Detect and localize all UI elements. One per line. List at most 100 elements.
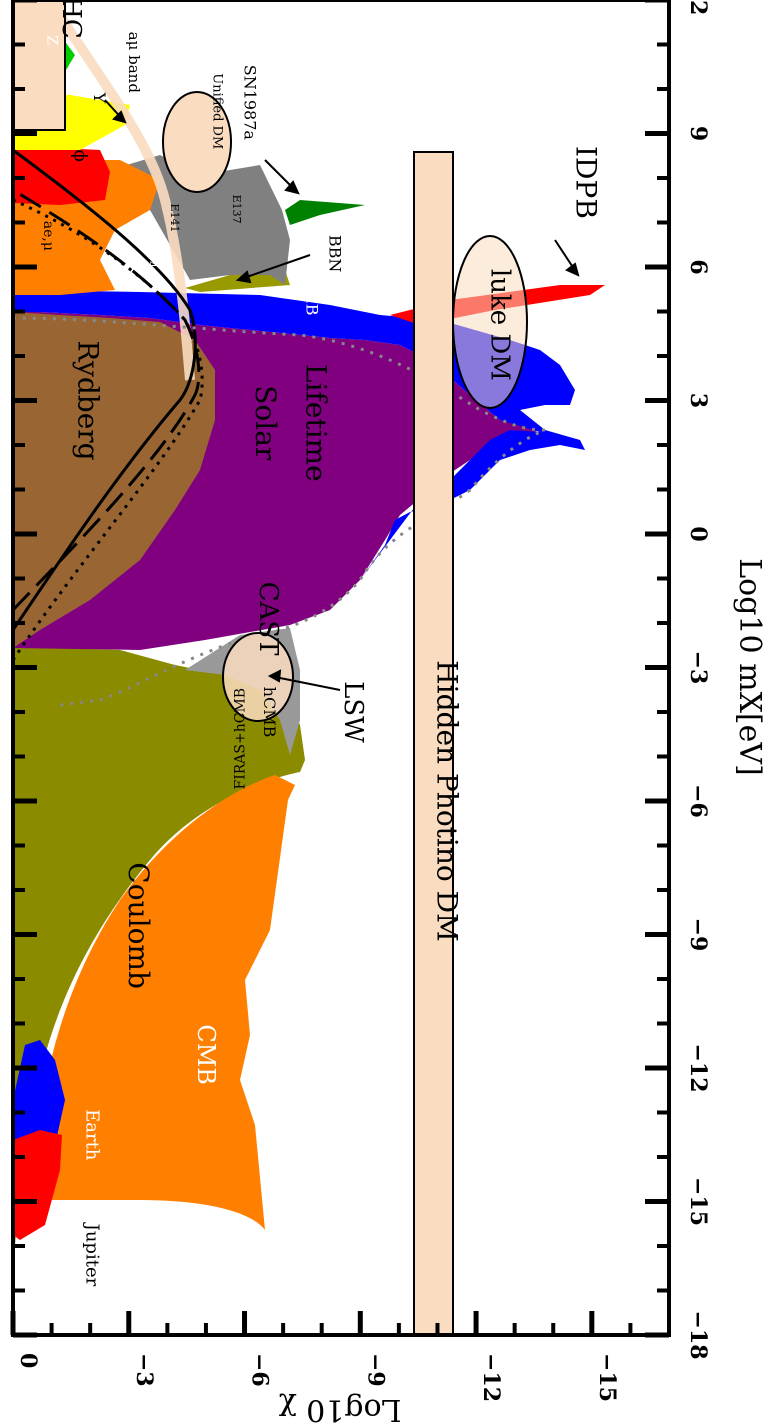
label-cast: CAST — [253, 582, 283, 656]
label-firas: FIRAS+hCMB — [233, 688, 249, 790]
label-e774: E774 — [145, 239, 158, 268]
label-hcmb: hCMB — [260, 687, 279, 738]
label-lifetime: Lifetime — [299, 364, 332, 482]
region-cmb — [40, 775, 295, 1230]
x-tick-label: −3 — [685, 651, 711, 685]
x-tick-label: 6 — [685, 259, 711, 274]
label-hb-group: HB — [302, 290, 321, 316]
label-lhc: LHC — [56, 0, 86, 39]
x-tick-label: 0 — [685, 526, 711, 541]
region-rydberg — [13, 312, 215, 648]
y-tick-label-group: −15 — [594, 1353, 620, 1402]
x-tick-label-group: −15 — [685, 1177, 711, 1226]
label-bbn: BBN — [325, 235, 344, 273]
label-aemu: ae,μ — [40, 221, 56, 251]
x-tick-label: −9 — [685, 918, 711, 952]
y-tick-label: −15 — [594, 1353, 620, 1402]
arrow-idpb-head — [565, 262, 580, 277]
label-z: Z — [44, 35, 60, 45]
label-coulomb-group: Coulomb — [122, 862, 155, 989]
label-earth-group: Earth — [81, 1109, 102, 1161]
x-tick-label: 9 — [685, 126, 711, 141]
label-phi-group: ϕ — [70, 150, 91, 162]
line-dashed — [13, 188, 201, 612]
region-sn1987a — [285, 200, 365, 225]
arrow-bbn — [237, 254, 311, 281]
label-solar: Solar — [249, 385, 282, 461]
y-tick-label-group: 0 — [15, 1353, 41, 1368]
x-axis-label-group: Log10 mX[eV] — [732, 558, 763, 776]
region-labels: Coulomb CMB Earth Jupiter hCMB LSW CAST Solar Li… — [40, 0, 603, 1287]
arrow-sn1987a-head — [284, 180, 300, 195]
x-tick-label: 12 — [685, 0, 711, 15]
label-rydberg: Rydberg — [72, 340, 105, 460]
y-tick-label-group: −6 — [247, 1353, 273, 1387]
label-hb: HB — [302, 290, 321, 316]
label-luke_dm-group: luke DM — [484, 269, 514, 381]
label-idpb-group: IDPB — [569, 146, 602, 219]
plot-area — [13, 0, 605, 1335]
ellipse-luke-dm — [452, 235, 528, 409]
tick-labels: −18 −15 −12 −9 −6 −3 0 3 6 9 12 0 −3 −6 −9 −12 −15 — [15, 0, 711, 1402]
x-tick-label: −6 — [685, 784, 711, 818]
y-tick-label-group: −12 — [478, 1353, 504, 1402]
label-aemu-group: ae,μ — [40, 221, 56, 251]
arrow-amu-head — [112, 110, 127, 124]
ticks — [10, 0, 669, 1338]
label-cast-group: CAST — [253, 582, 283, 656]
region-jupiter — [13, 1130, 62, 1240]
y-tick-label-group: −9 — [362, 1353, 388, 1387]
label-sn1987a-group: SN1987a — [241, 65, 260, 141]
ellipse-unified-dm — [162, 91, 232, 193]
label-sn1987a: SN1987a — [241, 65, 260, 141]
y-tick-label-group: −3 — [131, 1353, 157, 1387]
x-tick-label-group: −3 — [685, 651, 711, 685]
label-unified_dm-group: Unified DM — [210, 73, 225, 149]
label-e137: E137 — [230, 195, 243, 224]
label-e141-group: E141 — [168, 204, 181, 233]
region-bbn — [185, 270, 290, 292]
y-tick-label: −3 — [131, 1353, 157, 1387]
ellipse-hcmb — [222, 632, 294, 722]
label-bbn-group: BBN — [325, 235, 344, 273]
arrows — [104, 99, 580, 691]
label-hidden_photino-group: Hidden Photino DM — [430, 660, 463, 942]
label-lhc-group: LHC — [56, 0, 86, 39]
x-tick-label: −12 — [685, 1043, 711, 1092]
label-idpb: IDPB — [569, 146, 602, 219]
label-luke_dm: luke DM — [484, 269, 514, 381]
label-hidden_photino: Hidden Photino DM — [430, 660, 463, 942]
label-unified_dm: Unified DM — [210, 73, 225, 149]
line-solid — [13, 148, 197, 631]
arrow-lsw — [269, 675, 341, 691]
x-tick-label-group: 9 — [685, 126, 711, 141]
y-tick-label: −9 — [362, 1353, 388, 1387]
label-e137-group: E137 — [230, 195, 243, 224]
label-amu_band: aμ band — [125, 32, 143, 94]
label-amu_band-group: aμ band — [125, 32, 143, 94]
label-lifetime-group: Lifetime — [299, 364, 332, 482]
region-coulomb — [13, 648, 305, 1335]
x-tick-label-group: −6 — [685, 784, 711, 818]
x-tick-label-group: −18 — [685, 1310, 711, 1359]
label-z-group: Z — [44, 35, 60, 45]
region-hidden-photino — [413, 151, 454, 1335]
label-phi: ϕ — [70, 150, 91, 162]
label-upsilon: Υ — [90, 92, 109, 104]
x-tick-label-group: 12 — [685, 0, 711, 15]
y-axis-label: Log10 χ — [278, 1392, 401, 1427]
line-dotted — [13, 198, 204, 661]
label-e141: E141 — [168, 204, 181, 233]
x-tick-label-group: −9 — [685, 918, 711, 952]
x-tick-label: −15 — [685, 1177, 711, 1226]
x-tick-label: 3 — [685, 393, 711, 408]
label-upsilon-group: Υ — [90, 92, 109, 104]
label-lsw: LSW — [338, 681, 368, 743]
x-tick-label-group: 6 — [685, 259, 711, 274]
x-axis-label: Log10 mX[eV] — [732, 558, 763, 776]
label-solar-group: Solar — [249, 385, 282, 461]
label-coulomb: Coulomb — [122, 862, 155, 989]
label-e774-group: E774 — [145, 239, 158, 268]
